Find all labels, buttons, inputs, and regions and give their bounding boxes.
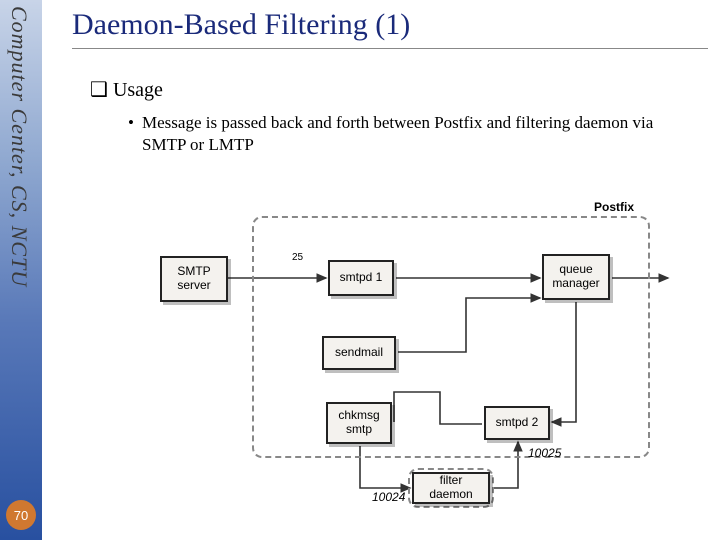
postfix-label: Postfix bbox=[594, 200, 634, 214]
flow-diagram: Postfix SMTPserver smtpd 1 queuemanager … bbox=[140, 210, 670, 510]
sidebar-org: Computer Center, CS, NCTU bbox=[6, 6, 32, 287]
section-heading: Usage bbox=[90, 77, 708, 102]
node-smtpd1: smtpd 1 bbox=[328, 260, 394, 296]
page-number-badge: 70 bbox=[6, 500, 36, 530]
sidebar: Computer Center, CS, NCTU 70 bbox=[0, 0, 42, 540]
node-sendmail: sendmail bbox=[322, 336, 396, 370]
slide-title: Daemon-Based Filtering (1) bbox=[72, 8, 708, 49]
node-queue-manager: queuemanager bbox=[542, 254, 610, 300]
node-smtp-server: SMTPserver bbox=[160, 256, 228, 302]
label-port-25: 25 bbox=[292, 252, 303, 263]
node-filter-daemon: filterdaemon bbox=[412, 472, 490, 504]
node-chkmsg-smtp: chkmsgsmtp bbox=[326, 402, 392, 444]
slide-content: Daemon-Based Filtering (1) Usage Message… bbox=[72, 8, 708, 156]
label-port-10024: 10024 bbox=[372, 490, 405, 504]
node-smtpd2: smtpd 2 bbox=[484, 406, 550, 440]
postfix-dashed-box bbox=[252, 216, 650, 458]
label-port-10025: 10025 bbox=[528, 446, 561, 460]
bullet-text: Message is passed back and forth between… bbox=[128, 112, 688, 156]
